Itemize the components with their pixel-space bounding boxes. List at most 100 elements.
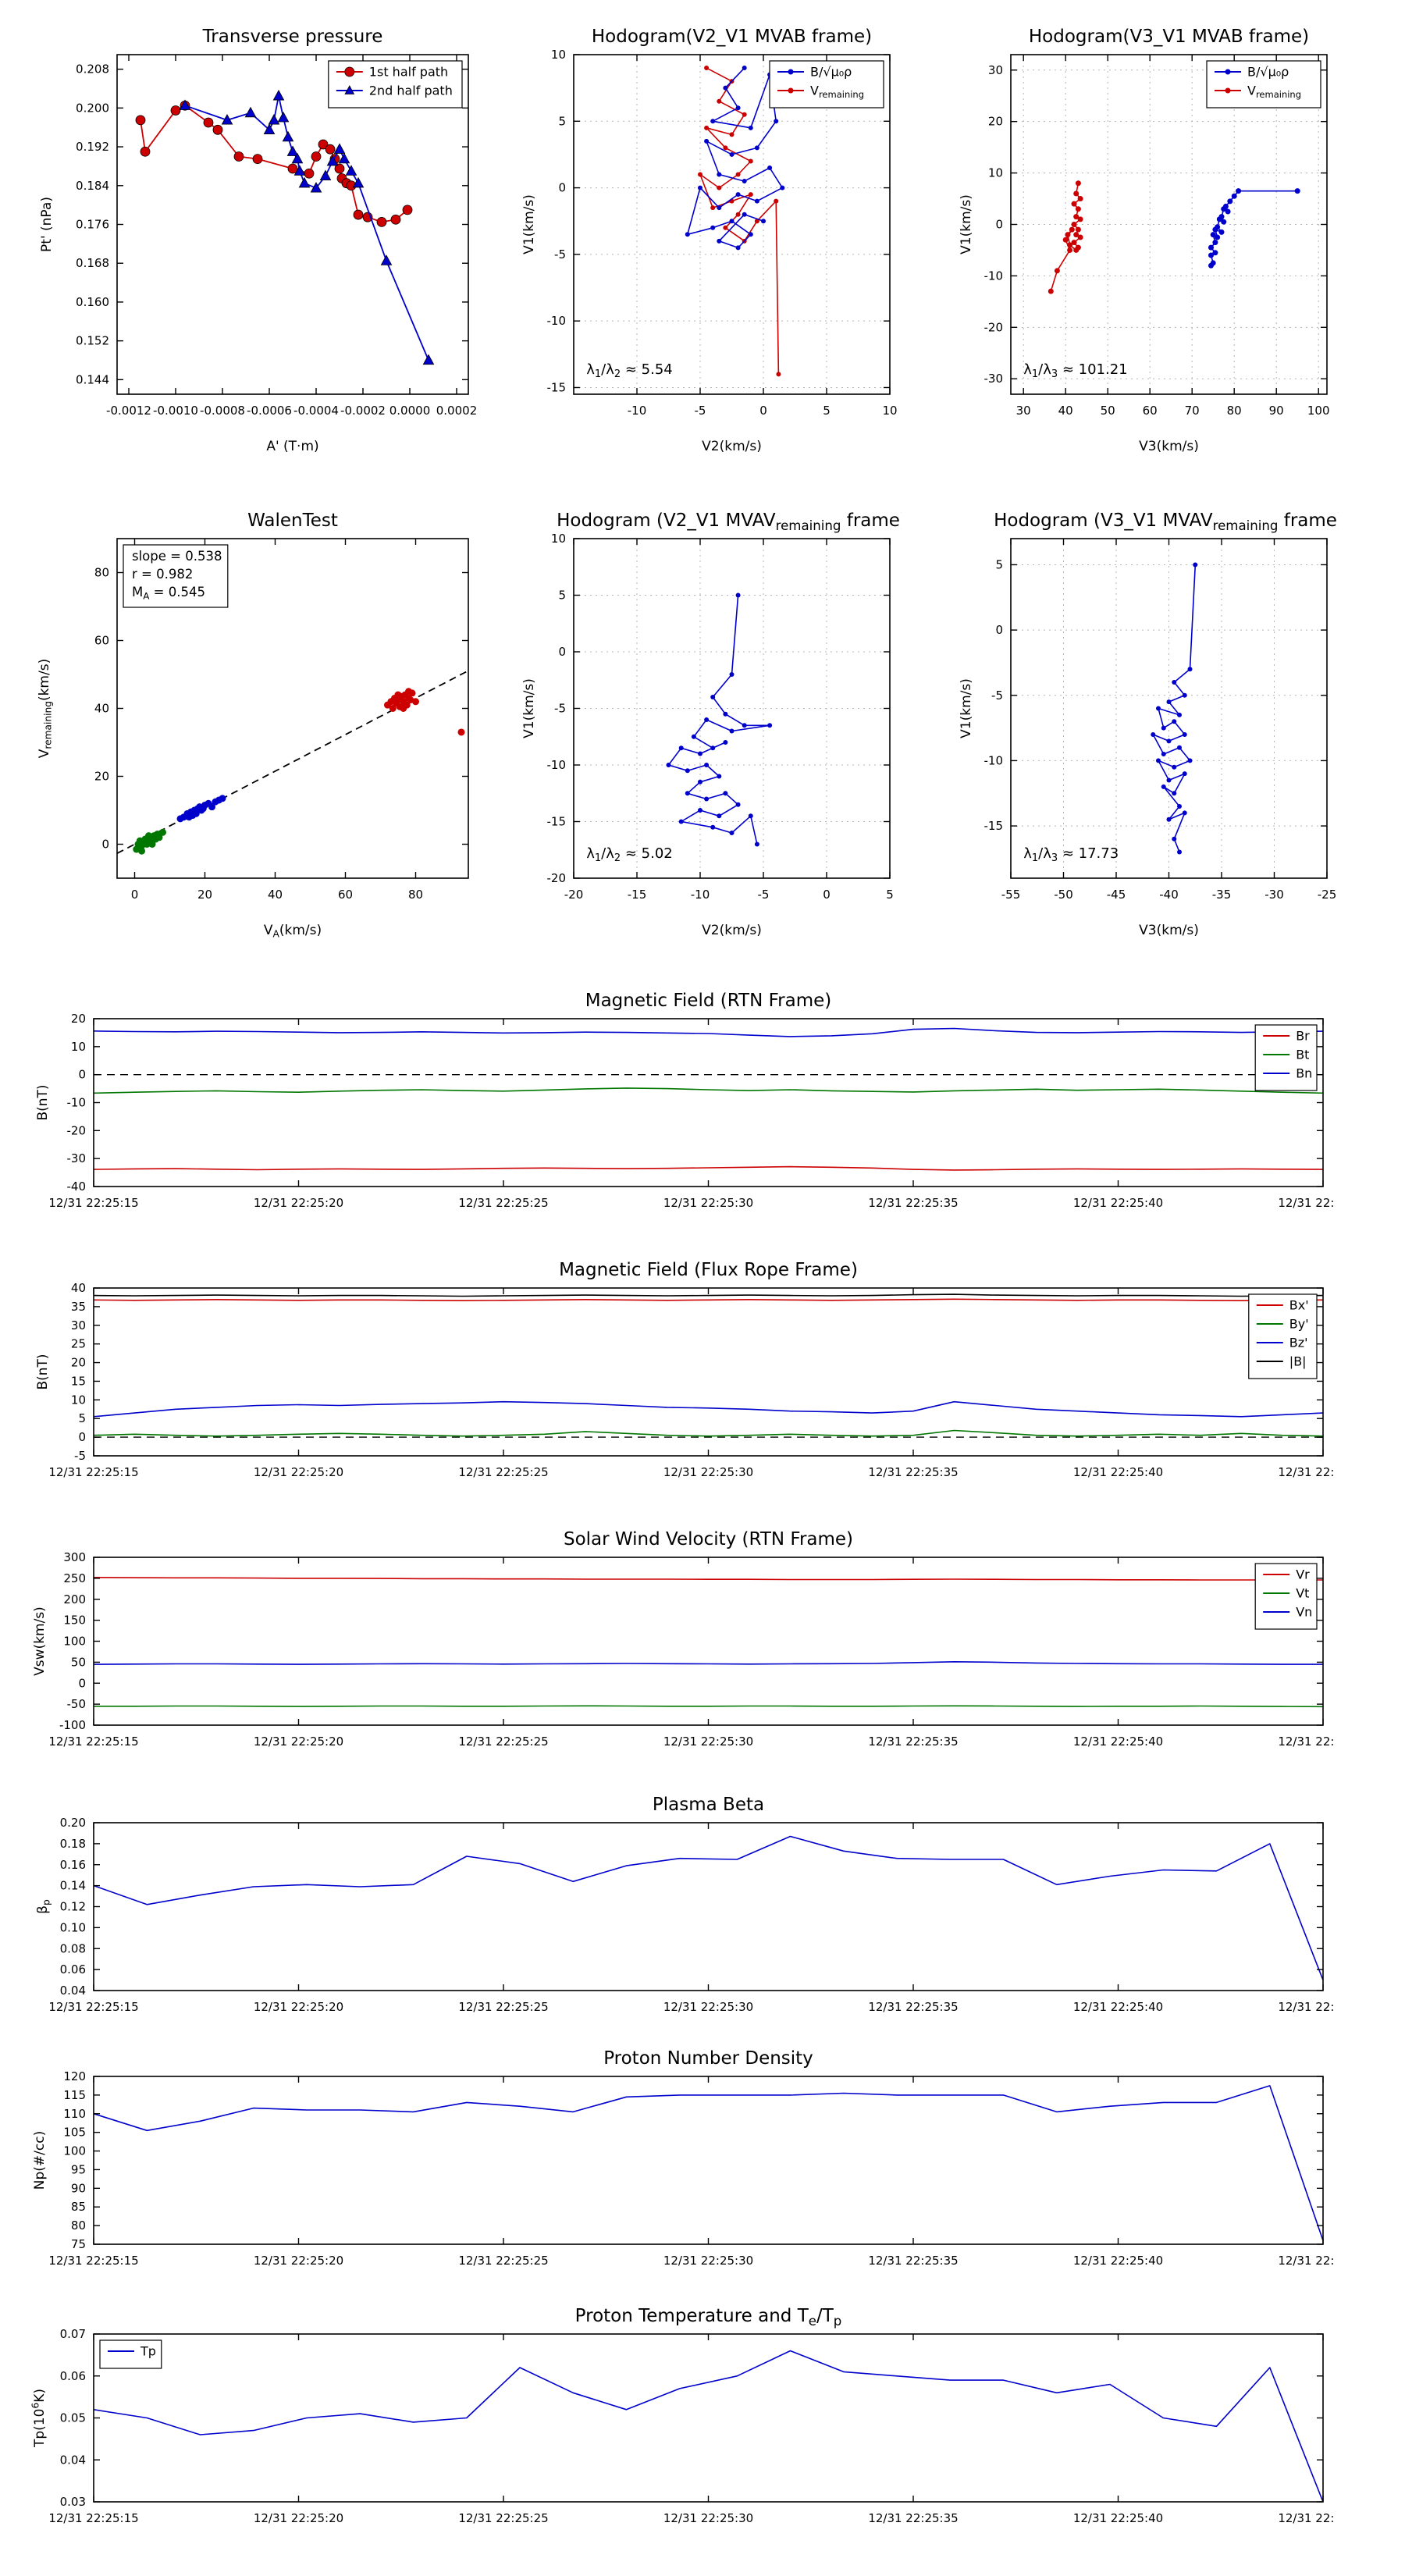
x-tick-label: -0.0012 xyxy=(106,404,151,418)
y-tick-label: 30 xyxy=(988,63,1003,77)
dot-marker xyxy=(735,192,741,197)
dot-marker xyxy=(136,844,144,852)
y-tick-label: 5 xyxy=(995,557,1003,571)
series-B over sqrt(mu0 rho) xyxy=(687,67,784,249)
y-tick-label: 0.160 xyxy=(76,295,109,309)
x-tick-label: 12/31 22:25:25 xyxy=(458,2511,548,2525)
hodogram-v3v1-mvab-svg: 30 40 50 60 70 80 90 1003020100-10-20-30Hodogra… xyxy=(959,27,1330,454)
x-tick-label: 12/31 22:25:45 xyxy=(1278,1196,1335,1210)
dot-marker xyxy=(199,805,207,813)
triangle-marker xyxy=(291,152,304,164)
x-tick-label: 0 xyxy=(759,404,767,418)
y-tick-label: 0 xyxy=(78,1676,86,1690)
dot-marker xyxy=(704,763,710,767)
dot-marker xyxy=(761,219,766,224)
series-V path xyxy=(667,595,770,845)
series-B over sqrt(mu0 rho) xyxy=(1210,190,1298,266)
lambda-annotation: λ1/λ3 ≈ 101.21 xyxy=(1023,361,1127,380)
dot-marker xyxy=(1225,208,1231,215)
chart-hodogram-v3v1-mvab: 30 40 50 60 70 80 90 100 30 20 10 0 -10 -20 -30 Hodogra… xyxy=(948,20,1339,484)
x-tick-label: 12/31 22:25:15 xyxy=(48,1196,138,1210)
dot-marker xyxy=(729,132,735,137)
y-axis-label: B(nT) xyxy=(35,1084,51,1120)
chart-title: Plasma Beta xyxy=(653,1795,764,1815)
dot-marker xyxy=(723,791,728,796)
dot-marker xyxy=(1172,791,1177,796)
x-tick-label: 12/31 22:25:35 xyxy=(868,2511,958,2525)
y-tick-label: 30 xyxy=(71,1318,86,1332)
dot-marker xyxy=(710,824,716,830)
y-tick-label: 95 xyxy=(71,2162,86,2176)
dot-marker xyxy=(457,728,465,736)
dot-marker xyxy=(155,834,163,841)
chart-plasma-beta: 12/31 22:25:15 12/31 22:25:20 12/31 22:25:… xyxy=(23,1784,1368,2026)
x-tick-label: -50 xyxy=(1054,888,1073,902)
y-tick-label: 5 xyxy=(558,114,566,128)
y-tick-label: 0.04 xyxy=(60,1984,86,1998)
dot-marker xyxy=(767,723,773,728)
x-tick-label: 12/31 22:25:15 xyxy=(48,2000,138,2014)
chart-title: Hodogram(V2_V1 MVAB frame) xyxy=(592,27,872,47)
dot-marker xyxy=(788,69,794,75)
dot-marker xyxy=(1182,810,1187,816)
y-tick-label: -10 xyxy=(547,758,567,772)
triangle-marker xyxy=(221,114,233,125)
triangle-marker xyxy=(352,176,365,188)
dot-marker xyxy=(1187,667,1193,672)
dot-marker xyxy=(723,145,728,151)
y-tick-label: 300 xyxy=(63,1550,86,1564)
triangle-marker xyxy=(344,85,355,94)
triangle-marker xyxy=(310,182,322,193)
x-tick-label: 12/31 22:25:40 xyxy=(1073,2511,1163,2525)
y-tick-label: 150 xyxy=(63,1614,86,1628)
dot-marker xyxy=(698,779,702,785)
x-tick-label: 12/31 22:25:25 xyxy=(458,1465,548,1479)
chart-title: Hodogram (V2_V1 MVAVremaining frame) xyxy=(557,511,902,533)
dot-marker xyxy=(748,125,753,130)
x-tick-label: 12/31 22:25:45 xyxy=(1278,1465,1335,1479)
dot-marker xyxy=(678,745,684,751)
circle-marker xyxy=(203,117,214,128)
circle-marker xyxy=(353,209,364,220)
x-tick-label: 30 xyxy=(1016,404,1031,418)
triangle-marker xyxy=(263,123,276,134)
y-tick-label: 105 xyxy=(63,2126,86,2140)
circle-marker xyxy=(135,115,146,126)
dot-marker xyxy=(767,165,773,170)
x-tick-label: 12/31 22:25:15 xyxy=(48,1735,138,1749)
y-tick-label: 10 xyxy=(551,532,566,546)
x-tick-label: 12/31 22:25:20 xyxy=(254,2254,343,2268)
series-By' xyxy=(93,1429,1324,1437)
legend-box xyxy=(1248,1293,1318,1379)
stats-line: MA = 0.545 xyxy=(132,585,205,602)
y-tick-label: 0.168 xyxy=(76,256,109,270)
dot-marker xyxy=(412,698,419,706)
dot-marker xyxy=(735,802,741,807)
y-tick-label: 10 xyxy=(988,166,1003,180)
x-tick-label: 40 xyxy=(268,888,283,902)
circle-marker xyxy=(390,214,401,225)
y-tick-label: -10 xyxy=(67,1096,87,1110)
dot-marker xyxy=(742,179,747,184)
y-tick-label: 50 xyxy=(71,1655,86,1669)
triangle-marker xyxy=(338,152,350,164)
circle-marker xyxy=(334,163,345,174)
dot-marker xyxy=(1172,680,1177,685)
x-tick-label: 50 xyxy=(1101,404,1115,418)
dot-marker xyxy=(1161,725,1166,731)
y-tick-label: -10 xyxy=(547,314,567,328)
x-tick-label: 12/31 22:25:35 xyxy=(868,2000,958,2014)
transverse-pressure-svg: -0.0012 -0.0010 -0.0008 -0.0006 -0.0004 -0.00… xyxy=(39,27,477,454)
y-tick-label: 80 xyxy=(94,566,109,580)
y-tick-label: 110 xyxy=(63,2107,86,2121)
y-axis-label: Vremaining(km/s) xyxy=(37,659,54,758)
y-tick-label: 25 xyxy=(71,1337,86,1351)
dot-marker xyxy=(1067,247,1073,253)
dot-marker xyxy=(1172,764,1177,770)
dot-marker xyxy=(748,192,753,197)
legend-box xyxy=(1206,60,1321,109)
dot-marker xyxy=(1177,849,1182,855)
dot-marker xyxy=(742,212,747,217)
series-V path xyxy=(1152,564,1197,852)
y-tick-label: 0.200 xyxy=(76,101,109,115)
